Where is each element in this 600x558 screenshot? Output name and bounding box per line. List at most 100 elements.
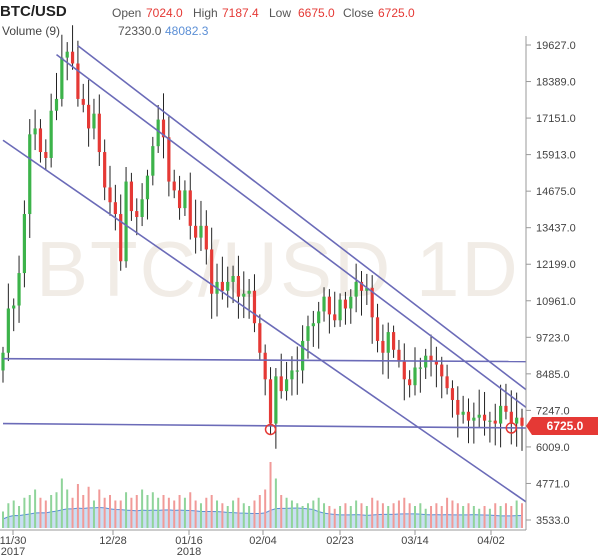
- volume-bar: [365, 506, 368, 528]
- candle-body: [81, 98, 85, 105]
- x-tick-label: 02/04: [249, 535, 277, 547]
- volume-bar: [419, 503, 422, 528]
- candle-body: [370, 287, 374, 318]
- close-value: 6725.0: [378, 6, 415, 20]
- x-tick-year: 2017: [1, 546, 25, 558]
- volume-bar: [237, 497, 240, 528]
- volume-bar: [183, 497, 186, 528]
- volume-bar: [430, 506, 433, 528]
- high-value: 7187.4: [222, 6, 259, 20]
- volume-bar: [2, 511, 4, 528]
- volume-bar: [264, 489, 267, 528]
- last-price-badge: [532, 417, 598, 435]
- candle-body: [402, 361, 406, 380]
- candle-body: [284, 379, 289, 392]
- y-tick-label: 4771.0: [536, 478, 570, 490]
- volume-bar: [376, 500, 379, 528]
- candle-body: [236, 276, 241, 297]
- volume-bar: [355, 500, 358, 528]
- volume-bar: [456, 503, 459, 528]
- candle-body: [290, 370, 294, 380]
- candle-body: [76, 63, 80, 99]
- candle-body: [515, 417, 519, 424]
- low-value: 6675.0: [298, 6, 335, 20]
- y-tick-label: 10961.0: [536, 296, 576, 308]
- volume-bar: [221, 503, 224, 528]
- volume-bar: [55, 492, 58, 528]
- candle-body: [498, 405, 503, 424]
- volume-bar: [87, 486, 90, 528]
- trendline[interactable]: [56, 54, 527, 408]
- candles: [1, 25, 524, 451]
- markers: [264, 422, 518, 436]
- volume-bar: [119, 500, 122, 528]
- candle-body: [28, 134, 32, 215]
- trendline[interactable]: [77, 45, 527, 391]
- volume-bar: [258, 495, 261, 528]
- volume-bar: [125, 492, 128, 528]
- candle-body: [306, 326, 310, 341]
- close-label: Close: [343, 6, 374, 20]
- candle-body: [391, 332, 396, 350]
- volume-bar: [194, 500, 197, 528]
- volume-bar: [413, 506, 416, 528]
- volume-bar: [167, 497, 170, 528]
- candle-body: [301, 340, 305, 371]
- candle-body: [119, 214, 123, 262]
- volume-bar: [44, 500, 47, 528]
- volume-ma-value: 48082.3: [165, 24, 209, 38]
- volume-bar: [510, 506, 513, 528]
- volume-bar: [130, 497, 133, 528]
- volume-bar: [408, 503, 411, 528]
- volume-bar: [344, 503, 347, 528]
- volume-bar: [387, 506, 390, 528]
- volume-bar: [478, 508, 481, 528]
- low-label: Low: [269, 6, 292, 20]
- volume-bar: [467, 503, 470, 528]
- volume-bar: [189, 492, 192, 528]
- candle-body: [54, 98, 59, 111]
- volume-bar: [462, 506, 465, 528]
- volume-label: Volume (9): [2, 24, 61, 38]
- candle-body: [113, 202, 117, 215]
- trendline[interactable]: [2, 422, 527, 429]
- volume-bar: [515, 500, 518, 528]
- candle-body: [103, 152, 107, 188]
- volume-bar: [306, 503, 309, 528]
- trendline[interactable]: [2, 357, 527, 363]
- volume-bar: [285, 497, 288, 528]
- volume-bar: [39, 497, 42, 528]
- volume-bar: [28, 495, 31, 528]
- volume-bar: [18, 506, 21, 528]
- candle-body: [418, 367, 422, 369]
- high-label: High: [193, 6, 218, 20]
- volume-bar: [446, 497, 449, 528]
- volume-bar: [98, 489, 101, 528]
- y-tick-label: 12199.0: [536, 259, 576, 271]
- volume-bar: [280, 495, 283, 528]
- pivot-marker: [505, 422, 518, 434]
- volume-bar: [226, 506, 229, 528]
- volume-ma-area: [3, 507, 522, 528]
- volume-bar: [290, 500, 293, 528]
- candle-body: [129, 181, 134, 212]
- candle-body: [375, 317, 380, 341]
- trendline[interactable]: [2, 139, 527, 503]
- volume-bar: [328, 506, 331, 528]
- volume-bar: [109, 495, 112, 528]
- volume-bar: [114, 500, 117, 528]
- volume-bar: [66, 489, 69, 528]
- volume-bar: [499, 506, 502, 528]
- candle-body: [210, 249, 214, 294]
- candle-body: [509, 411, 513, 424]
- candle-body: [338, 299, 342, 321]
- y-tick-label: 14675.0: [536, 186, 576, 198]
- candle-body: [295, 370, 299, 372]
- last-price-text: 6725.0: [547, 419, 584, 433]
- candle-body: [268, 379, 273, 424]
- volume-bar: [103, 497, 106, 528]
- y-tick-label: 18389.0: [536, 77, 576, 89]
- volume-bar: [178, 495, 181, 528]
